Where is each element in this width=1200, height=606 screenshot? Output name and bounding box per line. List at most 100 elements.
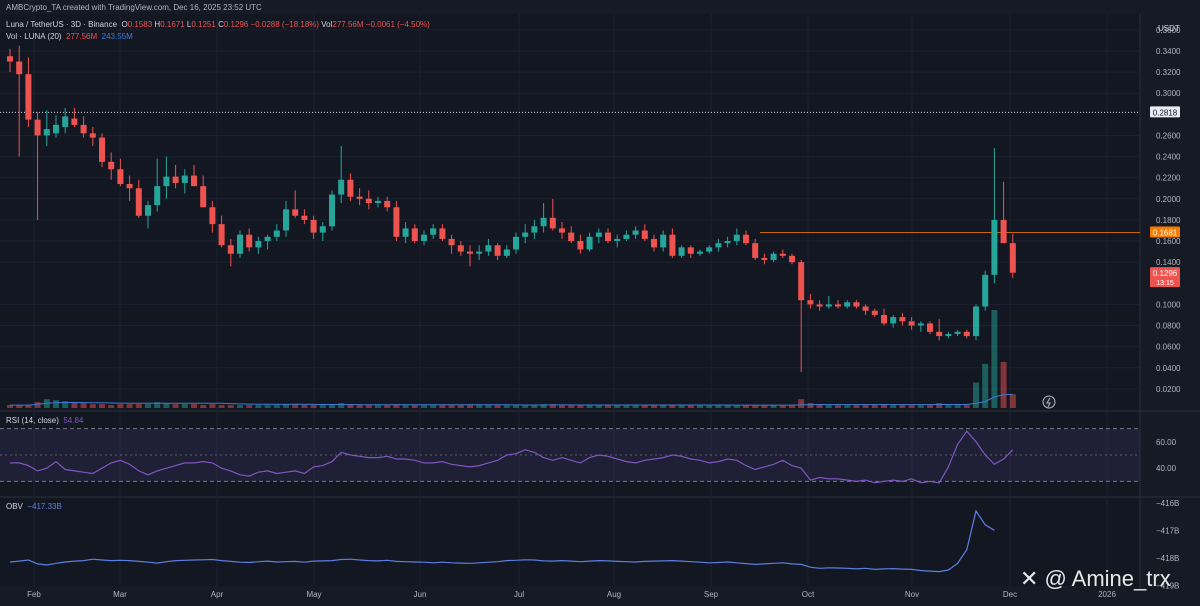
vol-change-value: −0.0061 (−4.50%) <box>365 20 430 29</box>
volume-bar <box>421 405 427 408</box>
candle-body <box>375 200 381 204</box>
symbol-legend: Luna / TetherUS · 3D · Binance O0.1583 H… <box>6 20 430 29</box>
volume-bar <box>687 405 694 408</box>
volume-bar <box>53 400 59 408</box>
volume-bar <box>779 405 786 408</box>
volume-bar <box>448 405 455 408</box>
obv-tick-label: −417B <box>1156 526 1179 535</box>
volume-bar <box>402 405 409 408</box>
obv-tick-label: −418B <box>1156 554 1179 563</box>
volume-bar <box>237 405 243 408</box>
volume-bar <box>651 405 657 408</box>
volume-ma-line <box>10 393 1013 406</box>
x-tick-label: Dec <box>1003 590 1017 599</box>
candle-body <box>761 257 768 261</box>
candle-body <box>411 228 418 242</box>
volume-bar <box>614 405 621 408</box>
symbol-name[interactable]: Luna / TetherUS · 3D · Binance <box>6 20 118 29</box>
clock-icon[interactable] <box>1042 395 1056 409</box>
attribution: AMBCrypto_TA created with TradingView.co… <box>6 3 262 12</box>
candle-body <box>503 249 510 256</box>
candle-body <box>319 226 326 233</box>
candle-body <box>623 234 630 239</box>
obv-tick-label: −419B <box>1156 581 1179 590</box>
volume-bar <box>25 405 32 408</box>
volume-legend-label[interactable]: Vol · LUNA (20) <box>6 32 62 41</box>
candle-body <box>25 74 32 120</box>
rsi-legend: RSI (14, close) 54.84 <box>6 416 83 425</box>
rsi-tick-label: 60.00 <box>1156 438 1177 447</box>
candle-body <box>43 129 50 136</box>
candle-body <box>881 314 887 324</box>
candle-body <box>632 230 639 235</box>
candle-body <box>476 251 483 254</box>
candle-body <box>494 245 501 256</box>
candle-body <box>7 56 13 62</box>
volume-bar <box>126 404 133 408</box>
volume-bar <box>678 405 685 408</box>
volume-bar <box>789 405 795 408</box>
candle-body <box>439 228 446 239</box>
candle-body <box>779 253 786 256</box>
open-label: O <box>121 20 128 29</box>
volume-bar <box>669 405 676 408</box>
open-value: 0.1583 <box>127 20 153 29</box>
candle-body <box>540 217 547 227</box>
candle-body <box>467 251 473 254</box>
candle-body <box>899 317 906 322</box>
volume-bar <box>770 405 777 408</box>
candle-body <box>218 224 225 246</box>
candle-body <box>80 124 87 134</box>
volume-bar <box>568 405 575 408</box>
volume-bar <box>761 405 768 408</box>
y-tick-label: 0.0400 <box>1156 364 1181 373</box>
candle-body <box>117 169 124 185</box>
x-tick-label: Mar <box>113 590 127 599</box>
volume-bar <box>145 404 151 408</box>
y-tick-label: 0.0200 <box>1156 385 1181 394</box>
candle-body <box>752 243 759 258</box>
candle-body <box>743 234 749 244</box>
candle-body <box>595 232 602 237</box>
volume-bar <box>586 405 593 408</box>
x-tick-label: Aug <box>607 590 621 599</box>
volume-bar <box>816 404 823 408</box>
volume-bar <box>991 310 998 408</box>
volume-bar <box>117 404 124 408</box>
volume-bar <box>181 404 188 408</box>
candle-body <box>724 241 731 244</box>
y-tick-label: 0.2200 <box>1156 174 1181 183</box>
candle-body <box>154 186 161 206</box>
rsi-tick-label: 40.00 <box>1156 464 1177 473</box>
candle-body <box>890 317 897 324</box>
rsi-legend-label[interactable]: RSI (14, close) <box>6 416 59 425</box>
volume-bar <box>641 405 648 408</box>
candle-body <box>181 175 188 183</box>
candle-body <box>53 124 59 134</box>
watermark: ✕ @ Amine_trx <box>1020 566 1171 592</box>
last-price-tag <box>1150 267 1180 288</box>
volume-ma-value: 243.55M <box>101 32 133 41</box>
volume-legend-value: 277.56M <box>66 32 98 41</box>
volume-bar <box>310 405 317 408</box>
candle-body <box>586 236 593 250</box>
volume-bar <box>844 405 851 408</box>
volume-bar <box>494 405 501 408</box>
volume-bar <box>890 405 897 408</box>
x-tick-label: Jun <box>414 590 427 599</box>
candle-body <box>853 302 860 307</box>
candle-body <box>172 176 179 183</box>
y-tick-label: 0.1600 <box>1156 237 1181 246</box>
candle-body <box>559 228 565 233</box>
volume-bar <box>163 403 170 408</box>
x-tick-label: May <box>306 590 321 599</box>
candle-body <box>945 333 952 337</box>
time-axis[interactable]: Feb Mar Apr May Jun Jul Aug Sep Oct Nov Dec 2026 <box>27 590 1116 599</box>
volume-bar <box>393 404 400 408</box>
volume-bar <box>71 402 78 408</box>
volume-bar <box>476 405 483 408</box>
volume-bar <box>752 405 759 408</box>
obv-legend-label[interactable]: OBV <box>6 502 23 511</box>
price-axis[interactable]: 0.3600 0.3400 0.3200 0.3000 0.2600 0.2400 0.22… <box>1156 26 1181 591</box>
